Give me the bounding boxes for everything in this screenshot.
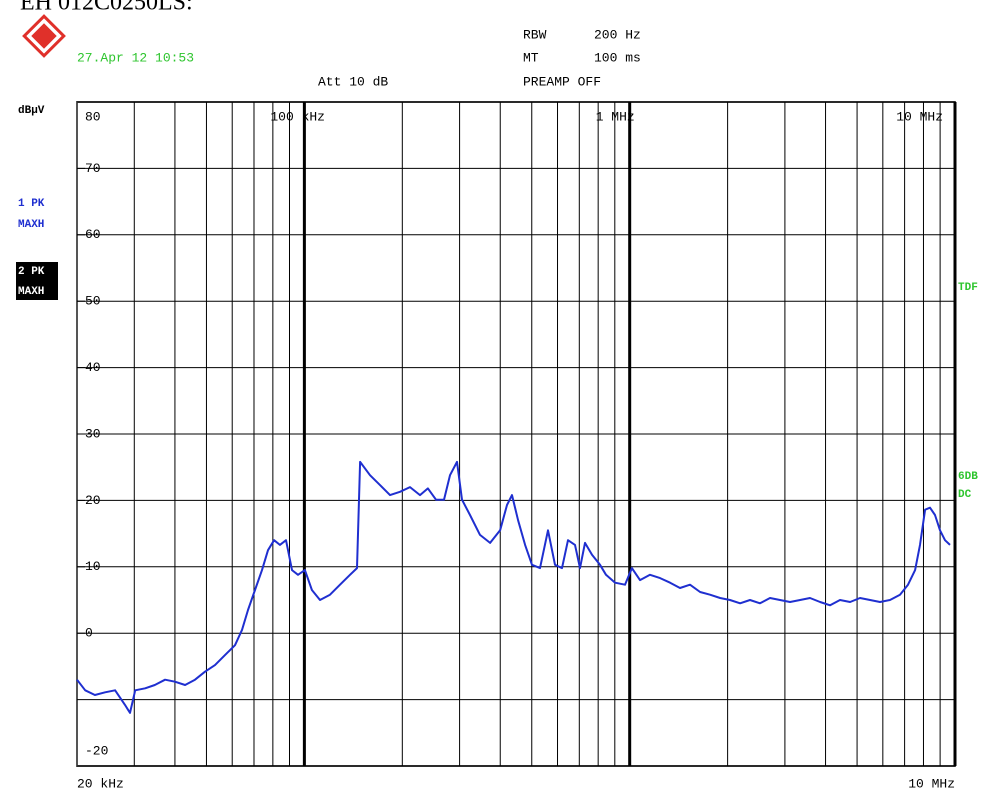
x-tick-label: 100 kHz — [270, 109, 325, 124]
tdf: TDF — [958, 282, 978, 294]
mt-label: MT — [523, 50, 539, 65]
y-tick-label: -20 — [85, 743, 108, 758]
trace-badge — [16, 262, 58, 300]
trace — [76, 460, 951, 714]
y-tick-label: 0 — [85, 626, 93, 641]
y-tick-label: 10 — [85, 559, 101, 574]
y-tick-label: 70 — [85, 161, 101, 176]
mt-value: 100 ms — [594, 50, 641, 65]
rbw-value: 200 Hz — [594, 27, 641, 42]
trace-label: 2 PK — [18, 266, 45, 278]
logo — [22, 14, 66, 58]
y-tick-label: 60 — [85, 227, 101, 242]
y-tick-label: 30 — [85, 426, 101, 441]
y-tick-label: 80 — [85, 109, 101, 124]
unit: dBµV — [18, 105, 45, 117]
trace-label: 1 PK — [18, 198, 45, 210]
y-tick-label: 40 — [85, 360, 101, 375]
trace-label: MAXH — [18, 286, 44, 298]
rbw-label: RBW — [523, 27, 547, 42]
x-tick-label: 1 MHz — [596, 109, 635, 124]
trace-label: MAXH — [18, 219, 44, 231]
x-stop-label: 10 MHz — [908, 776, 955, 791]
attenuation: Att 10 dB — [318, 74, 388, 89]
preamp: PREAMP OFF — [523, 74, 601, 89]
detector: DC — [958, 489, 972, 501]
title: EH 012C0250LS: — [20, 0, 193, 16]
date: 27.Apr 12 10:53 — [77, 50, 194, 65]
detector: 6DB — [958, 471, 978, 483]
x-tick-label: 10 MHz — [896, 109, 943, 124]
y-tick-label: 50 — [85, 294, 101, 309]
x-start-label: 20 kHz — [77, 776, 124, 791]
y-tick-label: 20 — [85, 493, 101, 508]
